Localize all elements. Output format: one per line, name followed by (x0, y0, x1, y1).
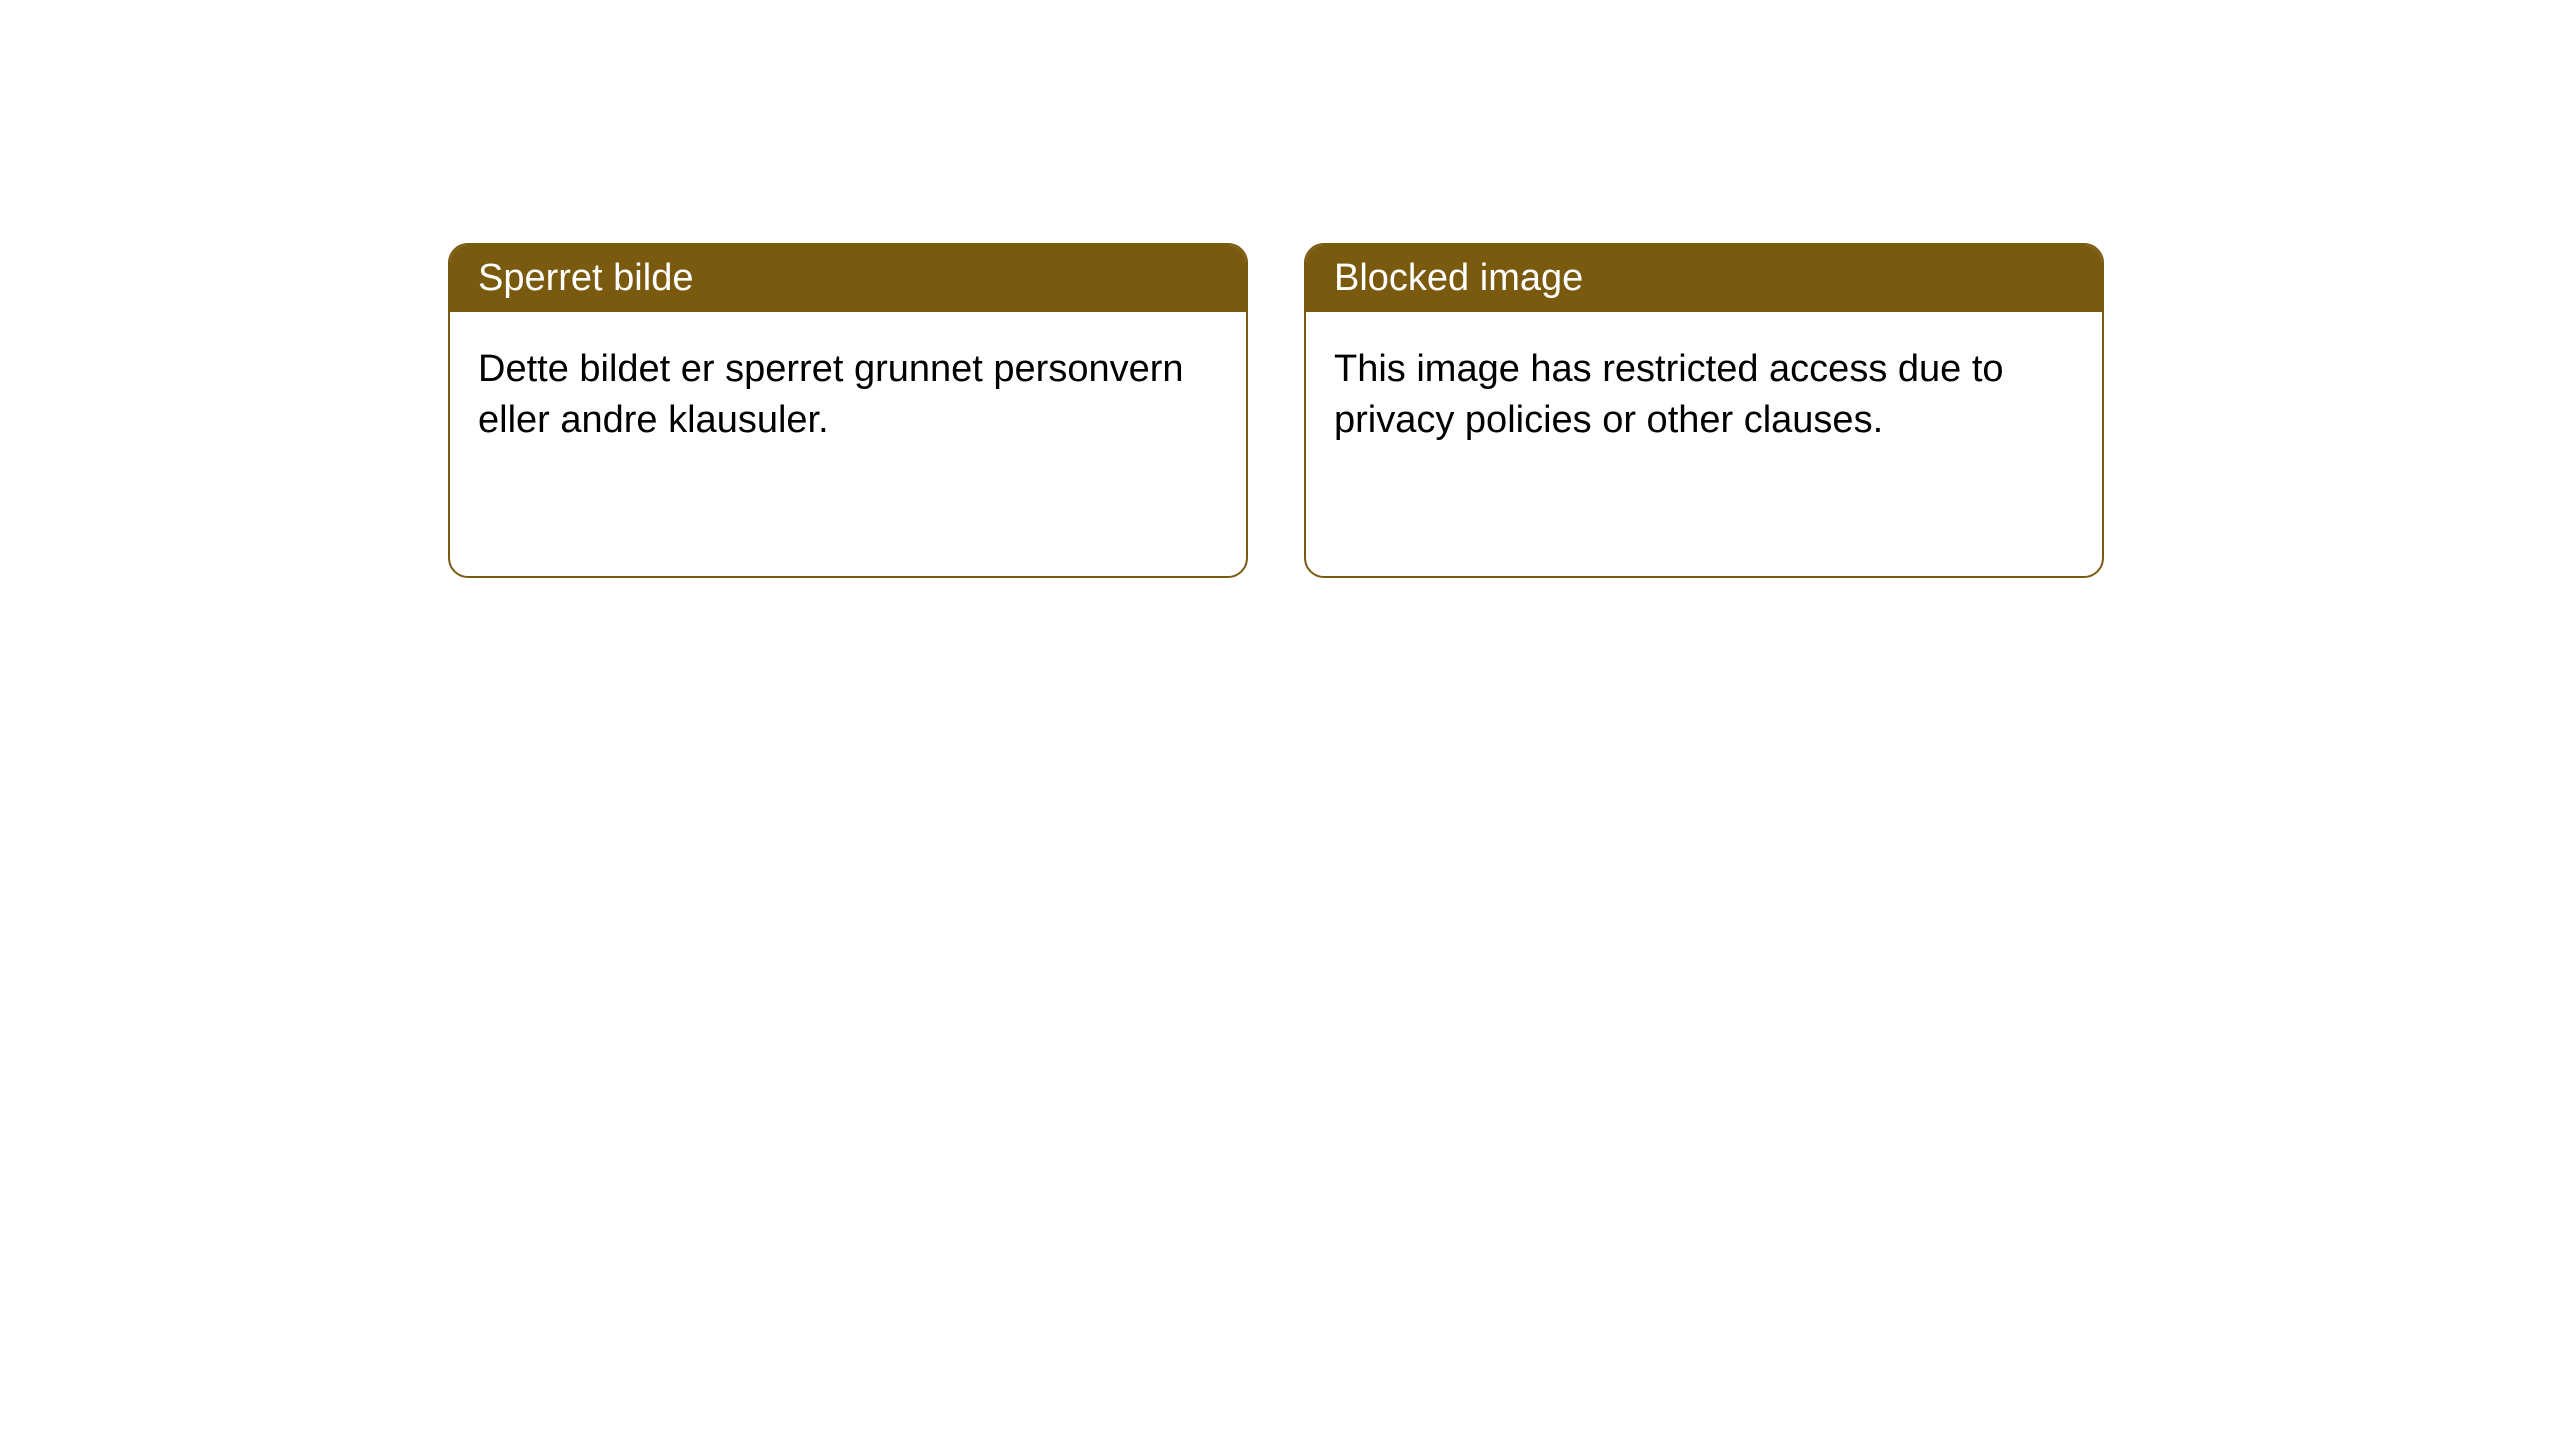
notice-message: Dette bildet er sperret grunnet personve… (478, 348, 1184, 441)
notice-title: Blocked image (1334, 257, 1583, 299)
notice-container: Sperret bilde Dette bildet er sperret gr… (448, 243, 2104, 578)
notice-header: Sperret bilde (450, 245, 1246, 312)
notice-title: Sperret bilde (478, 257, 693, 299)
notice-body: This image has restricted access due to … (1306, 312, 2102, 479)
notice-header: Blocked image (1306, 245, 2102, 312)
notice-card-norwegian: Sperret bilde Dette bildet er sperret gr… (448, 243, 1248, 578)
notice-message: This image has restricted access due to … (1334, 348, 2004, 441)
notice-card-english: Blocked image This image has restricted … (1304, 243, 2104, 578)
notice-body: Dette bildet er sperret grunnet personve… (450, 312, 1246, 479)
